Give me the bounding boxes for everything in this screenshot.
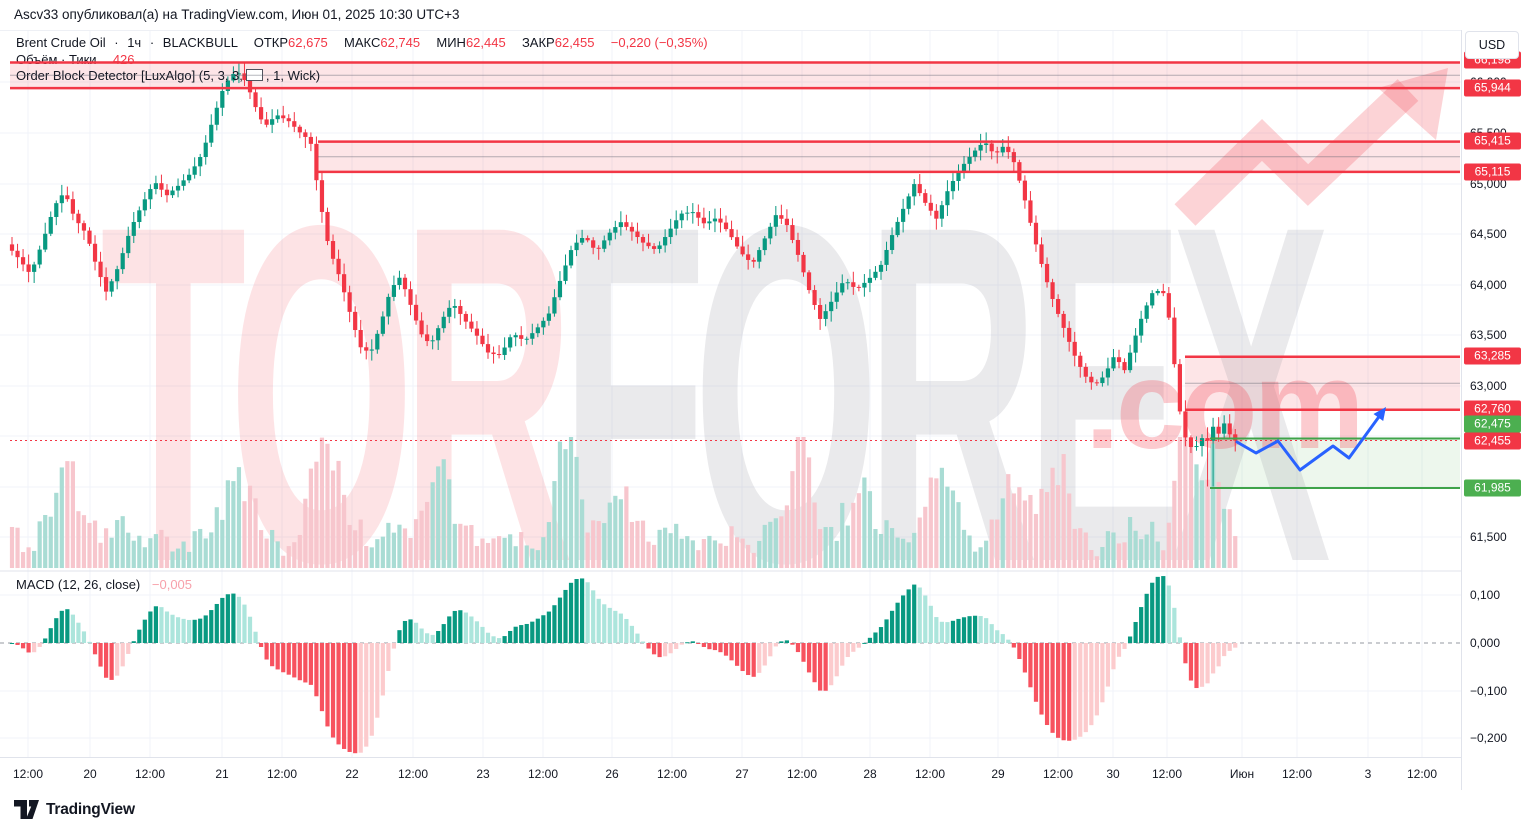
svg-text:TORFOREX: TORFOREX [100, 126, 1332, 662]
time-axis-label: Июн [1229, 767, 1255, 781]
currency-label: USD [1478, 38, 1506, 52]
ohlc-open-value: 62,675 [288, 35, 328, 50]
macd-axis-label: 0,100 [1470, 588, 1501, 602]
time-axis-label: 22 [345, 767, 359, 781]
svg-text:.com: .com [1085, 336, 1361, 475]
ohlc-high-value: 62,745 [380, 35, 421, 50]
macd-axis-label: 0,000 [1470, 636, 1501, 650]
time-axis-label: 12:00 [527, 767, 559, 781]
ohlc-high-label: МАКС [344, 35, 381, 50]
macd-legend-row[interactable]: MACD (12, 26, close) −0,005 [16, 577, 192, 592]
time-axis-label: 12:00 [12, 767, 44, 781]
time-axis-label: 12:00 [656, 767, 688, 781]
volume-indicator-label: Объём · Тики [16, 51, 97, 67]
time-axis-label: 12:00 [1281, 767, 1313, 781]
symbol-interval[interactable]: 1ч [127, 35, 142, 50]
time-axis-label: 12:00 [397, 767, 429, 781]
legend-volume-row[interactable]: Объём · Тики 426 [16, 52, 708, 69]
ohlc-low-value: 62,445 [465, 35, 506, 50]
footer-bar: TradingView [0, 790, 1528, 828]
orderblock-color-swatch [245, 69, 263, 81]
level-price-label: 63,285 [1464, 347, 1521, 365]
time-axis-label: 28 [863, 767, 877, 781]
ohlc-close-value: 62,455 [554, 35, 595, 50]
time-axis-label: 30 [1106, 767, 1120, 781]
ohlc-close-label: ЗАКР [521, 35, 555, 50]
level-price-label: 65,415 [1464, 132, 1521, 150]
price-axis-label: 61,500 [1470, 530, 1507, 544]
level-price-label: 65,115 [1464, 163, 1521, 181]
macd-axis-label: −0,100 [1470, 684, 1508, 698]
price-axis-label: 64,500 [1470, 227, 1507, 241]
publication-text: Ascv33 опубликовал(а) на TradingView.com… [14, 7, 460, 22]
time-axis-label: 20 [83, 767, 97, 781]
ohlc-open-label: ОТКР [253, 35, 289, 50]
level-price-label: 65,944 [1464, 79, 1521, 97]
tradingview-brand[interactable]: TradingView [14, 799, 135, 820]
time-axis-label: 26 [605, 767, 619, 781]
time-axis-label: 27 [735, 767, 749, 781]
publication-bar: Ascv33 опубликовал(а) на TradingView.com… [0, 0, 1528, 30]
level-price-label: 61,985 [1464, 479, 1521, 497]
change-value: −0,220 (−0,35%) [610, 35, 708, 50]
time-axis-label: 12:00 [1406, 767, 1438, 781]
volume-value: 426 [112, 51, 135, 67]
macd-axis-label: −0,200 [1470, 731, 1508, 745]
level-price-label: 62,760 [1464, 400, 1521, 418]
legend-orderblock-row[interactable]: Order Block Detector [LuxAlgo] (5, 3, 3,… [16, 68, 708, 85]
orderblock-indicator-label: Order Block Detector [LuxAlgo] (5, 3, 3, [16, 68, 243, 83]
time-axis-label: 12:00 [1151, 767, 1183, 781]
orderblock-indicator-params: , 1, Wick) [265, 68, 321, 83]
time-axis-label: 12:00 [266, 767, 298, 781]
macd-value: −0,005 [151, 577, 193, 592]
last-price-label: 62,455 [1464, 432, 1521, 450]
symbol-title: Brent Crude Oil [16, 35, 106, 50]
time-axis-label: 12:00 [1042, 767, 1074, 781]
time-axis-label: 12:00 [914, 767, 946, 781]
time-axis-label: 12:00 [786, 767, 818, 781]
price-axis-label: 63,500 [1470, 328, 1507, 342]
chart-legend: Brent Crude Oil · 1ч · BLACKBULL ОТКР62,… [16, 35, 708, 85]
time-axis-label: 21 [215, 767, 229, 781]
time-axis-label: 3 [1364, 767, 1372, 781]
time-axis[interactable]: 12:00 20 12:00 21 12:00 22 12:00 23 12:00 26 12:00… [0, 757, 1461, 791]
time-axis-label: 23 [476, 767, 490, 781]
currency-button[interactable]: USD [1465, 31, 1519, 59]
chart-top-border [0, 30, 1461, 31]
symbol-exchange: BLACKBULL [162, 35, 238, 50]
macd-title: MACD (12, 26, close) [16, 577, 141, 592]
price-axis[interactable]: USD 66,00065,50065,00064,50064,00063,500… [1461, 30, 1528, 790]
time-axis-label: 29 [991, 767, 1005, 781]
ohlc-low-label: МИН [436, 35, 466, 50]
tradingview-wordmark: TradingView [46, 800, 135, 818]
time-axis-label: 12:00 [134, 767, 166, 781]
separator: · [149, 35, 155, 50]
tradingview-logo-icon [14, 800, 39, 819]
legend-symbol-row[interactable]: Brent Crude Oil · 1ч · BLACKBULL ОТКР62,… [16, 35, 708, 52]
price-axis-label: 65,000 [1470, 177, 1507, 191]
price-axis-label: 64,000 [1470, 278, 1507, 292]
chart-plot-area[interactable]: TORFOREX.com [0, 30, 1461, 757]
price-axis-label: 63,000 [1470, 379, 1507, 393]
level-price-label: 62,475 [1464, 415, 1521, 433]
separator: · [114, 35, 119, 50]
